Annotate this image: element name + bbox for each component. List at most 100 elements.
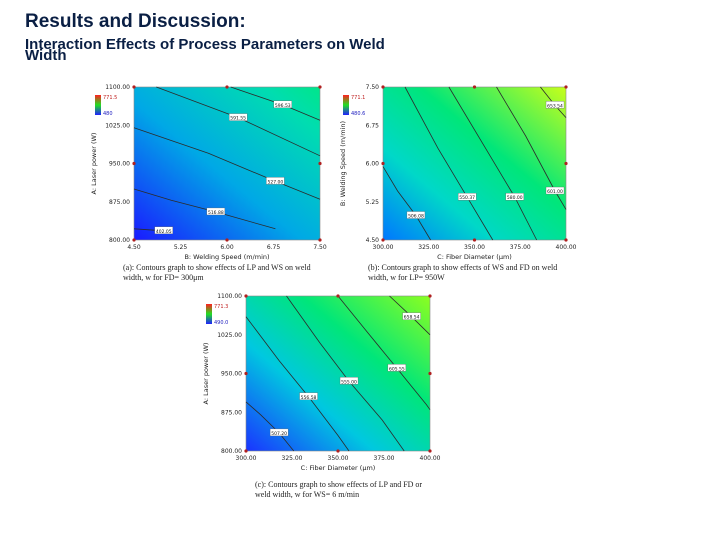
x-tick-b-2: 350.00 (464, 244, 485, 251)
contour-label-box-c-4 (402, 312, 421, 320)
contour-label-c-3: 605.55 (389, 366, 405, 372)
legend-max-b: 771.1 (351, 95, 365, 101)
legend-bar-c (206, 304, 212, 324)
legend-bar-a (95, 95, 101, 115)
caption-a-1: width, w for FD= 300μm (123, 273, 204, 282)
y-tick-c-2: 950.00 (221, 371, 242, 378)
design-point-c-2 (428, 449, 432, 453)
x-tick-c-0: 300.00 (236, 455, 257, 462)
design-point-b-6 (472, 85, 477, 89)
design-point-b-0 (381, 238, 385, 242)
design-point-c-5 (244, 294, 248, 298)
legend-max-a: 771.5 (103, 95, 117, 101)
contour-label-box-c-0 (269, 428, 289, 437)
x-tick-a-1: 5.25 (174, 244, 188, 251)
contour-label-c-0: 507.20 (271, 431, 287, 437)
chart-a: 402.05 516.88 527.00 591.55 596.53 4.50 5.25 6.… (90, 84, 327, 282)
contour-line-b-1 (404, 86, 494, 241)
contour-label-box-b-0 (406, 211, 426, 219)
contour-label-a-2: 527.00 (267, 179, 283, 185)
chart-c: 507.20 556.58 555.00 605.55 658.54 300.00 325.… (202, 293, 441, 499)
contour-label-box-b-1 (458, 193, 477, 201)
x-tick-b-1: 325.00 (418, 244, 439, 251)
page-title: Results and Discussion: (25, 11, 246, 32)
design-point-a-6 (225, 85, 229, 89)
legend-max-c: 771.3 (214, 304, 228, 310)
x-tick-a-0: 4.50 (127, 244, 141, 251)
contour-line-b-0 (382, 166, 431, 241)
design-point-b-3 (381, 161, 385, 166)
x-axis-label-b: C: Fiber Diameter (μm) (437, 253, 512, 261)
contour-line-a-2 (133, 127, 321, 200)
contour-line-c-0 (245, 401, 295, 452)
legend-min-c: 490.0 (214, 320, 228, 326)
y-tick-b-2: 6.00 (366, 161, 380, 168)
plot-area-a (133, 86, 321, 241)
design-point-c-3 (244, 371, 248, 376)
contour-label-box-b-4 (545, 101, 565, 109)
x-tick-c-4: 400.00 (420, 455, 441, 462)
contour-label-b-2: 580.00 (507, 195, 523, 201)
contour-label-box-b-3 (545, 186, 565, 195)
y-tick-c-4: 1100.00 (217, 293, 242, 300)
caption-b-0: (b): Contours graph to show effects of W… (368, 263, 557, 272)
contour-label-box-b-2 (505, 193, 524, 201)
design-point-b-1 (472, 238, 477, 242)
y-tick-a-4: 1100.00 (105, 84, 130, 91)
design-point-a-5 (132, 85, 136, 89)
design-point-b-7 (564, 85, 568, 89)
contour-label-c-1: 556.58 (301, 395, 317, 401)
contour-label-box-a-3 (229, 113, 248, 121)
contour-label-box-a-4 (273, 100, 292, 108)
x-tick-c-3: 375.00 (374, 455, 395, 462)
design-point-a-1 (225, 238, 229, 242)
contour-label-a-3: 591.55 (230, 116, 246, 122)
contour-label-c-2: 555.00 (341, 379, 357, 385)
y-tick-b-0: 4.50 (366, 237, 380, 244)
design-point-b-4 (564, 161, 568, 166)
caption-a-0: (a): Contours graph to show effects of L… (123, 263, 311, 272)
x-axis-label-c: C: Fiber Diameter (μm) (301, 464, 376, 472)
design-point-c-0 (244, 449, 248, 453)
contour-label-b-4: 653.54 (547, 103, 563, 109)
contour-label-b-3: 601.00 (547, 189, 563, 195)
y-tick-a-0: 800.00 (109, 237, 130, 244)
contour-label-box-a-0 (154, 226, 173, 234)
contour-label-box-c-3 (387, 364, 407, 372)
design-point-c-7 (428, 294, 432, 298)
x-tick-a-2: 6.00 (220, 244, 234, 251)
design-point-c-6 (336, 294, 340, 298)
contour-label-box-c-2 (339, 377, 359, 385)
page-subtitle: Interaction Effects of Process Parameter… (25, 36, 385, 64)
caption-c-1: weld width, w for WS= 6 m/min (255, 490, 359, 499)
design-point-a-4 (318, 161, 322, 166)
design-point-b-5 (381, 85, 385, 89)
design-point-a-0 (132, 238, 136, 242)
x-axis-label-a: B: Welding Speed (m/min) (184, 253, 269, 261)
y-tick-c-3: 1025.00 (217, 332, 242, 339)
x-tick-c-1: 325.00 (282, 455, 303, 462)
design-point-a-3 (132, 161, 136, 166)
caption-b-1: width, w for LP= 950W (368, 273, 445, 282)
contour-label-a-1: 516.88 (208, 210, 224, 216)
x-tick-a-3: 6.75 (267, 244, 281, 251)
y-tick-a-2: 950.00 (109, 161, 130, 168)
contour-label-a-0: 402.05 (156, 229, 172, 235)
y-tick-a-1: 875.00 (109, 199, 130, 206)
legend-min-a: 480 (103, 111, 113, 117)
y-tick-c-1: 875.00 (221, 409, 242, 416)
chart-b: 506.08 550.37 580.00 601.00 653.54 300.00 325.… (339, 84, 577, 282)
x-tick-c-2: 350.00 (328, 455, 349, 462)
y-tick-b-1: 5.25 (366, 199, 380, 206)
legend-min-b: 480.6 (351, 111, 365, 117)
contour-line-a-1 (133, 188, 276, 230)
contour-line-b-3 (496, 86, 567, 210)
x-tick-b-4: 400.00 (556, 244, 577, 251)
y-tick-c-0: 800.00 (221, 448, 242, 455)
contour-label-b-1: 550.37 (459, 195, 475, 201)
y-axis-label-a: A: Laser power (W) (90, 133, 98, 195)
y-tick-b-4: 7.50 (366, 84, 380, 91)
design-point-a-7 (318, 85, 322, 89)
contour-label-box-a-1 (206, 207, 225, 216)
